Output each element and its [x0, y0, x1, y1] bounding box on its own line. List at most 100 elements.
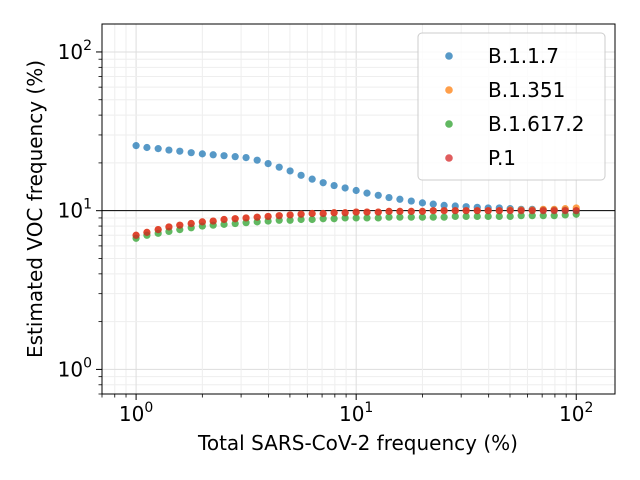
data-point	[473, 207, 481, 215]
legend-label: B.1.617.2	[488, 112, 584, 136]
data-point	[484, 212, 492, 221]
data-point	[407, 213, 415, 221]
data-point	[407, 197, 415, 205]
data-point	[429, 213, 437, 221]
data-point	[440, 201, 448, 209]
data-point	[253, 213, 261, 221]
data-point	[363, 208, 371, 216]
data-point	[561, 207, 569, 215]
data-point	[242, 214, 250, 222]
data-point	[264, 159, 272, 168]
data-point	[220, 152, 228, 160]
x-tick-label: 101	[339, 400, 373, 426]
data-point	[275, 163, 283, 171]
data-point	[319, 179, 327, 187]
data-point	[484, 207, 492, 215]
data-point	[550, 207, 558, 215]
data-point	[352, 214, 360, 222]
data-point	[187, 219, 195, 228]
data-point	[451, 212, 459, 221]
data-point	[132, 142, 140, 150]
data-point	[297, 171, 305, 179]
data-point	[451, 207, 459, 215]
data-point	[385, 213, 393, 221]
data-point	[308, 209, 316, 218]
data-point	[330, 181, 338, 190]
data-point	[143, 143, 151, 152]
data-point	[231, 215, 239, 223]
legend-marker	[445, 52, 453, 60]
data-point	[385, 193, 393, 202]
y-tick-label: 102	[58, 38, 92, 64]
data-point	[264, 212, 272, 221]
data-point	[187, 149, 195, 157]
y-tick-label: 100	[58, 355, 92, 381]
data-point	[418, 207, 427, 215]
data-point	[528, 212, 536, 220]
data-point	[308, 175, 316, 183]
data-point	[462, 212, 470, 221]
x-axis-title: Total SARS-CoV-2 frequency (%)	[197, 431, 518, 455]
data-point	[275, 212, 283, 220]
data-point	[286, 167, 294, 175]
data-point	[286, 216, 294, 224]
data-point	[374, 214, 382, 222]
data-point	[396, 195, 404, 203]
data-point	[440, 207, 448, 215]
data-point	[341, 209, 349, 217]
data-point	[209, 151, 217, 159]
data-point	[506, 207, 514, 215]
series-P-1	[132, 207, 580, 239]
legend: B.1.1.7 B.1.351 B.1.617.2 P.1	[417, 32, 606, 181]
data-point	[550, 212, 558, 220]
data-point	[418, 213, 427, 221]
data-point	[319, 209, 327, 218]
data-point	[253, 156, 261, 164]
data-point	[374, 191, 382, 199]
data-point	[495, 207, 503, 215]
data-point	[462, 207, 470, 215]
data-point	[132, 231, 140, 239]
data-point	[165, 223, 173, 231]
data-point	[165, 146, 173, 154]
data-point	[495, 212, 503, 221]
data-point	[242, 153, 250, 162]
legend-label: B.1.351	[488, 78, 565, 102]
data-point	[154, 145, 162, 153]
data-point	[517, 212, 525, 220]
legend-box	[417, 32, 606, 181]
data-point	[363, 214, 371, 222]
data-point	[572, 207, 580, 215]
legend-marker	[445, 120, 453, 128]
y-tick-label: 101	[58, 197, 92, 223]
data-point	[198, 150, 206, 158]
data-point	[429, 200, 437, 208]
data-point	[297, 215, 305, 224]
data-point	[352, 208, 360, 216]
data-point	[363, 189, 371, 197]
data-point	[209, 217, 217, 225]
data-point	[176, 147, 184, 155]
data-point	[154, 226, 162, 234]
data-point	[506, 212, 514, 221]
data-point	[473, 212, 481, 221]
plot-frame	[101, 23, 616, 395]
data-points	[132, 142, 580, 242]
data-point	[429, 207, 437, 215]
data-point	[396, 213, 404, 221]
legend-marker	[445, 86, 453, 94]
data-point	[374, 208, 382, 216]
data-point	[341, 214, 349, 222]
data-point	[143, 228, 151, 236]
data-point	[528, 207, 536, 215]
data-point	[539, 207, 547, 215]
x-tick-label: 100	[119, 400, 153, 426]
legend-label: B.1.1.7	[488, 44, 559, 68]
data-point	[286, 211, 294, 219]
data-point	[231, 153, 239, 161]
data-point	[385, 207, 393, 215]
data-point	[308, 215, 316, 224]
data-point	[297, 210, 305, 218]
data-point	[539, 212, 547, 220]
